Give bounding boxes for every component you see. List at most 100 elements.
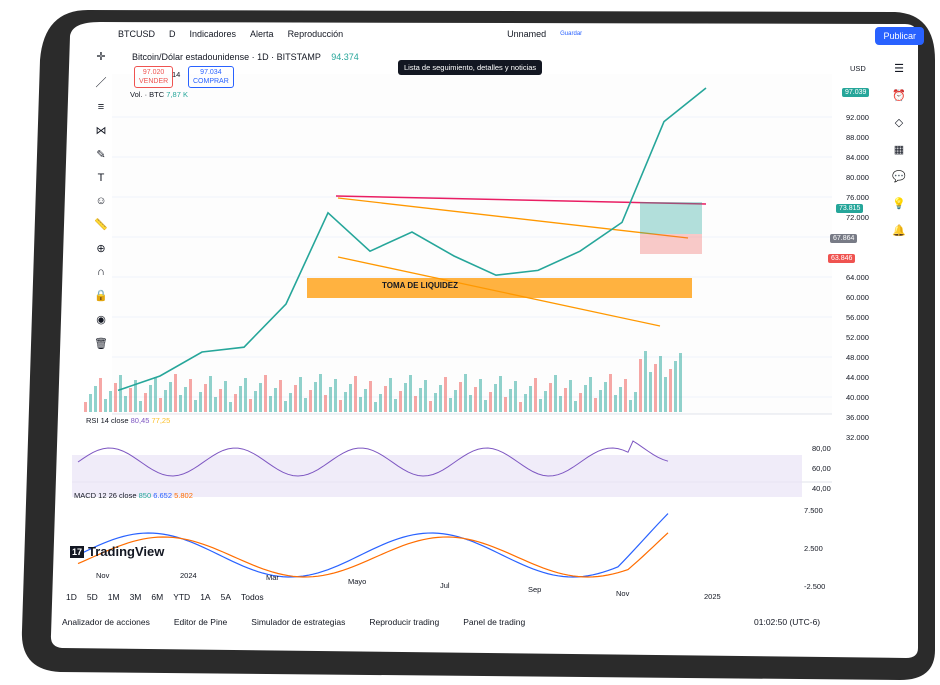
volume-bar xyxy=(629,400,632,412)
save-label[interactable]: Guardar xyxy=(560,31,583,37)
time-axis-label: Nov xyxy=(96,571,110,580)
volume-bar xyxy=(244,378,247,412)
alarm-icon[interactable]: ⏰ xyxy=(892,90,906,102)
currency-label[interactable]: USD xyxy=(850,64,866,73)
rsi-axis-label: 60,00 xyxy=(812,464,831,473)
sell-button[interactable]: 97.020 VENDER xyxy=(134,66,174,88)
magnet-icon[interactable]: ∩ xyxy=(97,266,105,278)
volume-bar xyxy=(469,395,472,412)
price-axis-label: 52.000 xyxy=(846,333,869,342)
volume-bar xyxy=(149,385,152,412)
volume-bar xyxy=(589,377,592,412)
timeframe-bar: 1D 5D 1M 3M 6M YTD 1A 5A Todos xyxy=(66,592,264,602)
buy-button[interactable]: 97.034 COMPRAR xyxy=(188,66,234,88)
replay-button[interactable]: Reproducción xyxy=(287,29,344,39)
volume-bar xyxy=(194,400,197,412)
trash-icon[interactable]: 🗑 xyxy=(94,338,108,350)
volume-bar xyxy=(229,402,232,412)
text-icon[interactable]: T xyxy=(97,172,105,184)
right-toolbar: ☰ ⏰ ◇ ▦ 💬 💡 🔔 xyxy=(888,62,910,237)
volume-bar xyxy=(459,382,462,412)
bottom-tab[interactable]: Simulador de estrategias xyxy=(251,617,346,627)
price-axis-label: 56.000 xyxy=(846,313,869,322)
chat-icon[interactable]: 💬 xyxy=(892,171,906,183)
volume-bar xyxy=(284,401,287,412)
volume-bar xyxy=(609,374,612,412)
watchlist-icon[interactable]: ☰ xyxy=(894,63,904,75)
volume-bar xyxy=(569,380,572,412)
brush-icon[interactable]: ✎ xyxy=(96,149,106,161)
volume-bar xyxy=(144,393,147,412)
volume-bar xyxy=(524,394,527,412)
volume-bar xyxy=(334,379,337,412)
publish-button[interactable]: Publicar xyxy=(875,27,924,45)
ruler-icon[interactable]: 📏 xyxy=(94,219,108,231)
layout-name[interactable]: Unnamed xyxy=(507,29,547,39)
eye-icon[interactable]: ◉ xyxy=(96,314,106,326)
rsi-legend: RSI 14 close 80,45 77,25 xyxy=(86,416,171,425)
price-axis-label: 84.000 xyxy=(846,153,869,162)
emoji-icon[interactable]: ☺ xyxy=(95,195,107,207)
volume-bar xyxy=(464,374,467,412)
trend-line-icon[interactable]: ／ xyxy=(95,77,107,89)
bottom-tab[interactable]: Editor de Pine xyxy=(173,617,228,627)
bottom-tab[interactable]: Panel de trading xyxy=(463,617,526,627)
timeframe-button[interactable]: 5A xyxy=(220,592,231,602)
volume-bar xyxy=(254,391,257,412)
bottom-tab[interactable]: Analizador de acciones xyxy=(62,617,150,627)
lock-icon[interactable]: 🔒 xyxy=(94,290,108,302)
notifications-icon[interactable]: 🔔 xyxy=(892,225,906,237)
volume-bar xyxy=(319,374,322,412)
volume-bar xyxy=(329,387,332,412)
volume-bar xyxy=(174,374,177,412)
tooltip: Lista de seguimiento, detalles y noticia… xyxy=(398,60,543,75)
volume-bar xyxy=(309,390,312,412)
timeframe-button[interactable]: 3M xyxy=(129,592,142,602)
volume-bar xyxy=(89,394,92,412)
volume-bar xyxy=(394,399,397,412)
volume-bar xyxy=(299,377,302,412)
volume-bar xyxy=(184,387,187,412)
volume-bar xyxy=(654,364,657,412)
volume-bar xyxy=(94,386,97,412)
calendar-icon[interactable]: ▦ xyxy=(893,144,905,156)
data-icon[interactable]: ◇ xyxy=(894,117,904,129)
timeframe-button[interactable]: Todos xyxy=(241,592,264,602)
indicators-button[interactable]: Indicadores xyxy=(189,29,237,39)
price-axis-label: 92.000 xyxy=(846,113,869,122)
volume-bar xyxy=(109,391,112,412)
timeframe-button[interactable]: 6M xyxy=(151,592,164,602)
cursor-icon[interactable]: ✛ xyxy=(96,51,106,63)
volume-bar xyxy=(114,383,117,412)
time-axis-label: 2024 xyxy=(180,571,197,580)
volume-bar xyxy=(634,392,637,412)
alert-button[interactable]: Alerta xyxy=(250,29,274,39)
clock: 01:02:50 (UTC-6) xyxy=(754,617,821,627)
timeframe-button[interactable]: 1A xyxy=(200,592,211,602)
volume-bar xyxy=(234,394,237,412)
volume-bar xyxy=(489,392,492,412)
interval-button[interactable]: D xyxy=(169,29,176,39)
timeframe-button[interactable]: 1D xyxy=(66,592,77,602)
timeframe-button[interactable]: 1M xyxy=(107,592,120,602)
symbol-search[interactable]: BTCUSD xyxy=(118,29,156,39)
timeframe-button[interactable]: 5D xyxy=(86,592,98,602)
pattern-icon[interactable]: ⋈ xyxy=(95,125,107,137)
volume-bar xyxy=(169,382,172,412)
volume-bar xyxy=(384,386,387,412)
volume-bar xyxy=(99,378,102,412)
zoom-icon[interactable]: ⊕ xyxy=(96,243,106,255)
volume-bar xyxy=(579,393,582,412)
volume-bar xyxy=(429,401,432,412)
price-axis-label: 76.000 xyxy=(846,193,869,202)
price-axis-label: 48.000 xyxy=(846,353,869,362)
volume-bar xyxy=(404,383,407,412)
timeframe-button[interactable]: YTD xyxy=(173,592,191,602)
volume-bar xyxy=(154,377,157,412)
liquidity-annotation: TOMA DE LIQUIDEZ xyxy=(382,281,458,290)
volume-bar xyxy=(624,379,627,412)
bottom-tab[interactable]: Reproducir trading xyxy=(369,617,440,627)
ideas-icon[interactable]: 💡 xyxy=(892,198,906,210)
fib-icon[interactable]: ≡ xyxy=(97,101,105,113)
